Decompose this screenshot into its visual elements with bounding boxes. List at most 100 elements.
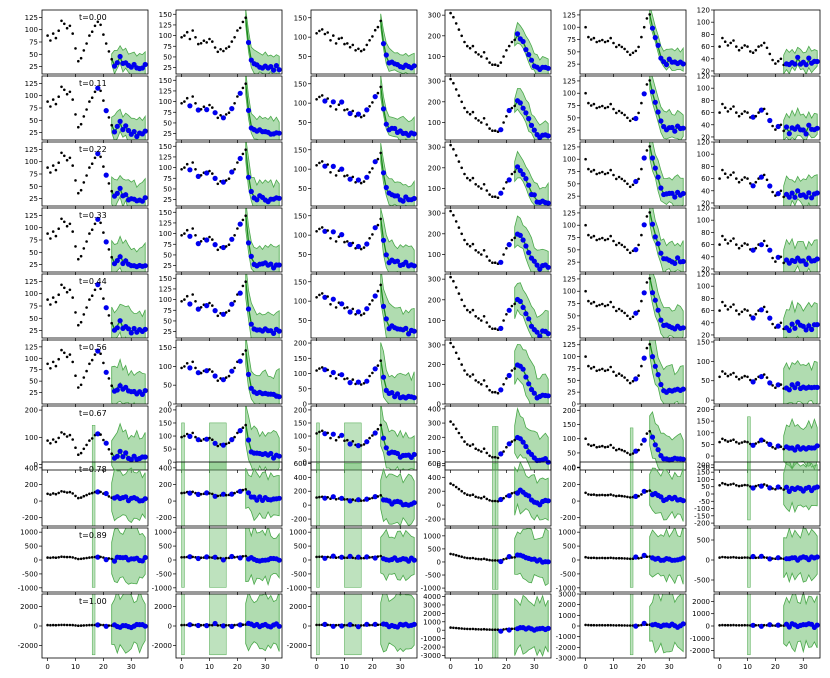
uncertainty-band	[111, 528, 146, 585]
forecast-point	[767, 485, 773, 491]
panel-frame	[41, 339, 149, 405]
observed-point	[222, 49, 225, 53]
y-tick-label: 2000	[289, 603, 307, 611]
observed-point	[368, 497, 371, 501]
x-tick-label: 30	[799, 663, 808, 671]
y-tick-label: 20	[701, 265, 710, 273]
forecast-point	[767, 441, 773, 447]
panel-plot-area	[46, 19, 148, 74]
forecast-point	[142, 128, 148, 134]
observed-point	[211, 106, 214, 109]
forecast-point	[795, 188, 801, 194]
y-tick-label: 3000	[558, 591, 576, 599]
observed-point	[595, 40, 598, 44]
panel-frame	[310, 141, 418, 207]
observed-point	[346, 42, 349, 45]
observed-point	[493, 390, 497, 394]
observed-point	[110, 255, 113, 259]
forecast-point	[649, 434, 656, 440]
observed-point	[454, 22, 458, 25]
forecast-point	[814, 384, 820, 390]
observed-point	[637, 448, 640, 452]
y-tick-label: 125	[25, 278, 38, 286]
observed-point	[185, 432, 189, 436]
observed-point	[54, 623, 58, 627]
forecast-point	[523, 443, 529, 450]
observed-point	[510, 106, 514, 110]
forecast-point	[750, 315, 756, 321]
observed-point	[362, 246, 366, 249]
observed-point	[482, 379, 486, 382]
observed-point	[49, 105, 52, 108]
forecast-point	[220, 491, 226, 497]
observed-point	[63, 490, 66, 494]
observed-point	[224, 179, 228, 182]
y-tick-label: 150	[294, 212, 307, 220]
observed-point	[645, 432, 649, 435]
observed-point	[474, 183, 478, 186]
observed-point	[74, 47, 77, 50]
observed-point	[615, 557, 618, 560]
observed-point	[466, 44, 469, 48]
observed-point	[371, 233, 374, 236]
observed-point	[606, 368, 610, 372]
x-tick-label: 10	[474, 663, 483, 671]
observed-point	[749, 314, 752, 317]
forecast-point	[506, 627, 512, 633]
observed-point	[587, 443, 590, 446]
observed-point	[642, 25, 646, 29]
observed-point	[199, 556, 203, 559]
forecast-point	[775, 443, 781, 449]
forecast-point	[680, 386, 686, 392]
y-tick-label: 200	[294, 340, 307, 348]
observed-point	[615, 177, 618, 181]
forecast-point	[520, 304, 526, 310]
observed-point	[732, 482, 735, 486]
observed-point	[612, 494, 615, 497]
uncertainty-band	[245, 142, 280, 206]
observed-point	[603, 369, 607, 373]
forecast-point	[649, 221, 656, 227]
observed-point	[85, 493, 88, 497]
observed-point	[216, 557, 220, 560]
observed-point	[718, 111, 721, 114]
forecast-point	[775, 191, 781, 197]
forecast-point	[775, 555, 781, 561]
observed-point	[743, 556, 746, 559]
observed-point	[491, 261, 494, 265]
forecast-point	[103, 623, 109, 629]
observed-point	[606, 445, 610, 449]
forecast-point	[526, 116, 532, 122]
forecast-point	[229, 236, 235, 242]
observed-point	[343, 439, 346, 443]
panel-frame	[175, 141, 283, 207]
observed-point	[502, 628, 505, 631]
observed-point	[359, 444, 363, 447]
observed-point	[326, 623, 330, 627]
y-tick-label: -500	[22, 570, 38, 578]
observed-point	[502, 187, 505, 190]
observed-point	[507, 44, 511, 48]
forecast-point	[131, 129, 137, 135]
observed-point	[77, 191, 80, 195]
y-tick-label: 50	[567, 312, 576, 320]
observed-point	[208, 623, 211, 627]
x-tick-label: 30	[396, 663, 405, 671]
observed-point	[68, 555, 72, 559]
forecast-point	[372, 366, 378, 372]
uncertainty-band	[380, 208, 415, 272]
forecast-point	[187, 554, 193, 560]
observed-point	[485, 497, 489, 501]
y-tick-label: 75	[567, 36, 576, 44]
forecast-point	[649, 89, 656, 95]
observed-point	[216, 314, 220, 318]
y-tick-label: 75	[29, 105, 38, 113]
observed-point	[191, 555, 194, 559]
observed-point	[645, 490, 649, 493]
y-tick-label: -200	[22, 514, 38, 522]
y-tick-label: 125	[563, 209, 576, 217]
observed-point	[746, 375, 749, 379]
observed-point	[640, 556, 643, 560]
observed-point	[609, 102, 612, 106]
